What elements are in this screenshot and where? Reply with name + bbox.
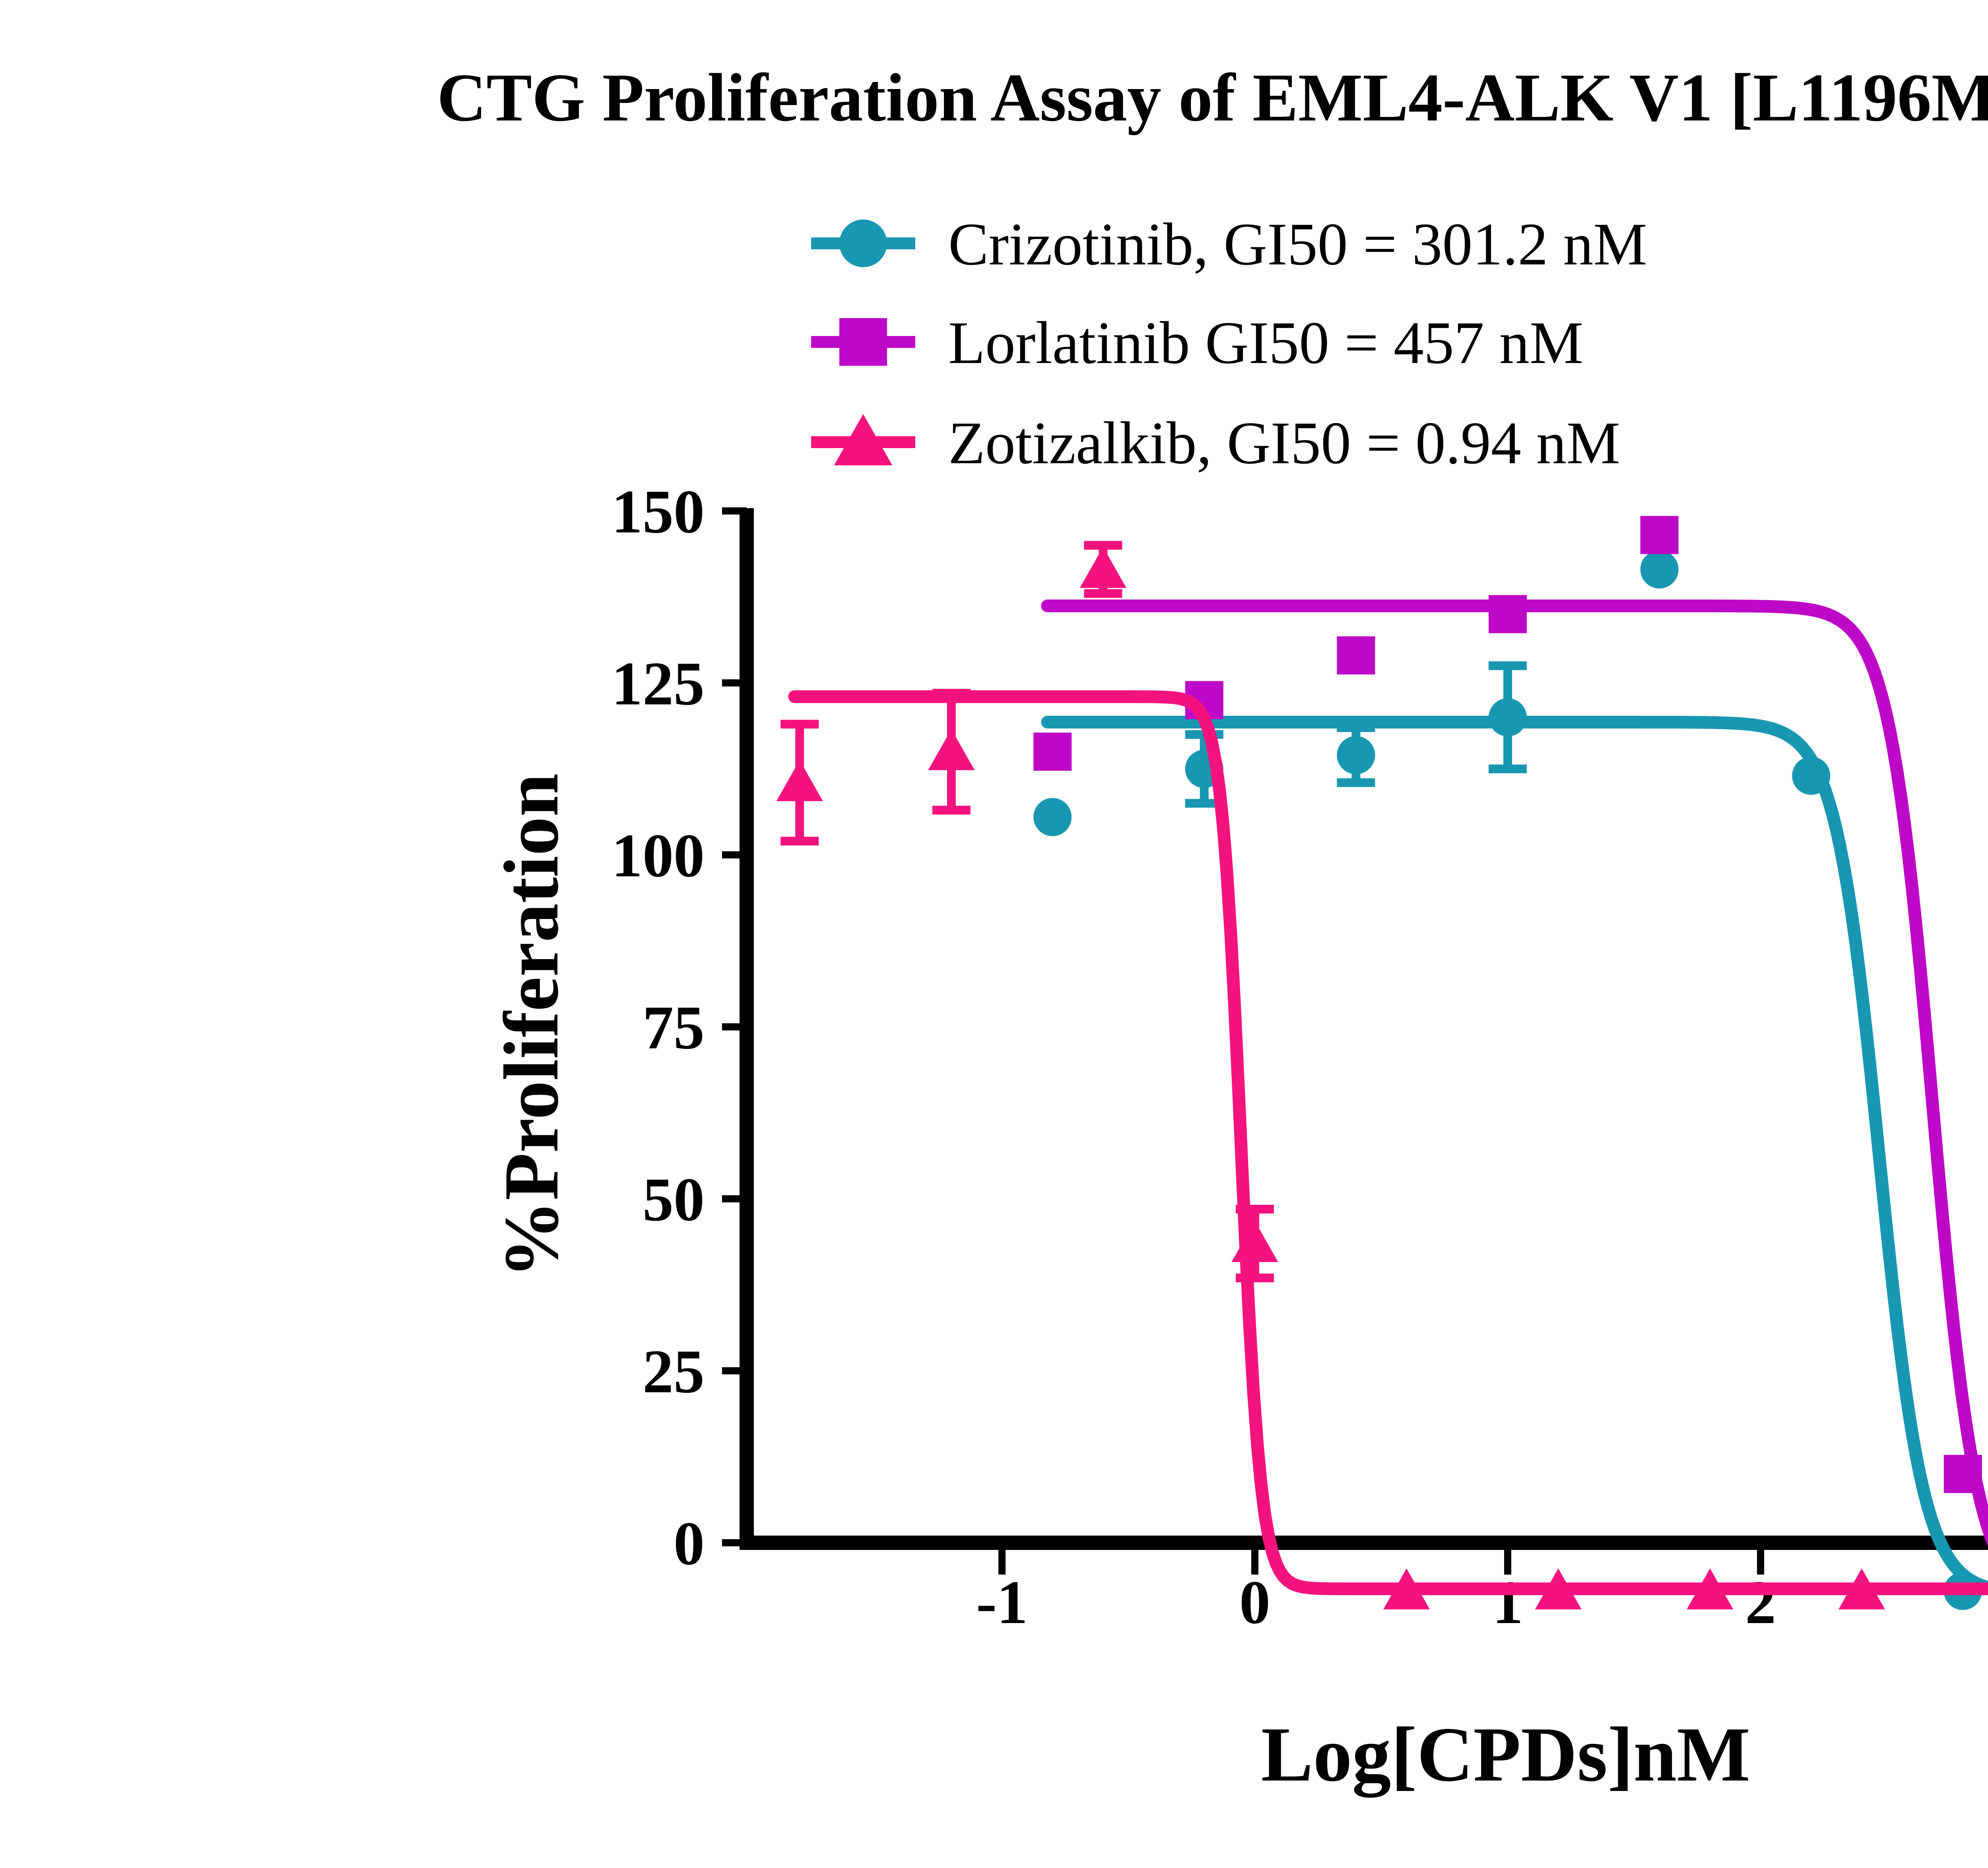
lorlatinib-marker-square [1033, 732, 1072, 771]
x-tick-label: 0 [1239, 1568, 1270, 1637]
crizotinib-fit-curve [1041, 716, 1988, 1594]
crizotinib-marker-circle [1033, 798, 1072, 836]
x-axis-title: Log[CPDs]nM [1261, 1711, 1750, 1798]
series-crizotinib [1033, 550, 1988, 1610]
series-zotizalkib [776, 541, 1988, 1610]
y-tick-label: 75 [643, 993, 705, 1062]
zotizalkib-marker-triangle [928, 729, 975, 771]
legend-label-lorlatinib: Lorlatinib GI50 = 457 nM [948, 309, 1583, 376]
x-tick-label: 1 [1492, 1568, 1523, 1637]
axis-ticks: -1012340255075100125150 [612, 477, 1776, 1637]
chart-title: CTG Proliferation Assay of EML4-ALK V1 [… [437, 60, 1988, 136]
lorlatinib-marker-square [1943, 1455, 1982, 1493]
zotizalkib-marker-triangle [1838, 1568, 1885, 1610]
crizotinib-marker-circle [1337, 736, 1375, 775]
legend-label-zotizalkib: Zotizalkib, GI50 = 0.94 nM [948, 410, 1620, 476]
zotizalkib-marker-triangle [1079, 547, 1126, 588]
data-series [776, 516, 1988, 1610]
zotizalkib-marker-triangle [776, 760, 823, 801]
zotizalkib-marker-triangle [1687, 1568, 1734, 1610]
x-tick-label: 2 [1745, 1568, 1776, 1637]
y-tick-label: 25 [643, 1337, 705, 1406]
legend-markers [811, 219, 915, 466]
y-tick-label: 50 [643, 1165, 705, 1234]
lorlatinib-marker-square [1489, 595, 1527, 633]
y-tick-label: 125 [612, 649, 705, 718]
zotizalkib-marker-triangle [1383, 1568, 1430, 1610]
legend-label-crizotinib: Crizotinib, GI50 = 301.2 nM [948, 211, 1647, 278]
y-tick-label: 100 [612, 821, 705, 890]
zotizalkib-marker-triangle [1231, 1221, 1278, 1262]
y-axis-title: %Proliferation [488, 773, 575, 1278]
y-tick-label: 0 [674, 1509, 705, 1578]
crizotinib-marker-circle [1792, 757, 1831, 795]
zotizalkib-marker-triangle [1535, 1568, 1582, 1610]
lorlatinib-marker-square [839, 318, 887, 366]
lorlatinib-fit-curve [1041, 599, 1988, 1547]
crizotinib-marker-circle [1640, 550, 1679, 589]
zotizalkib-fit-curve [788, 690, 1988, 1595]
series-lorlatinib [1033, 516, 1988, 1547]
lorlatinib-marker-square [1337, 636, 1375, 675]
crizotinib-marker-circle [839, 219, 887, 267]
crizotinib-marker-circle [1489, 698, 1527, 736]
x-tick-label: -1 [976, 1568, 1028, 1637]
y-tick-label: 150 [612, 477, 705, 546]
zotizalkib-marker-triangle [834, 414, 893, 466]
lorlatinib-marker-square [1640, 516, 1679, 554]
